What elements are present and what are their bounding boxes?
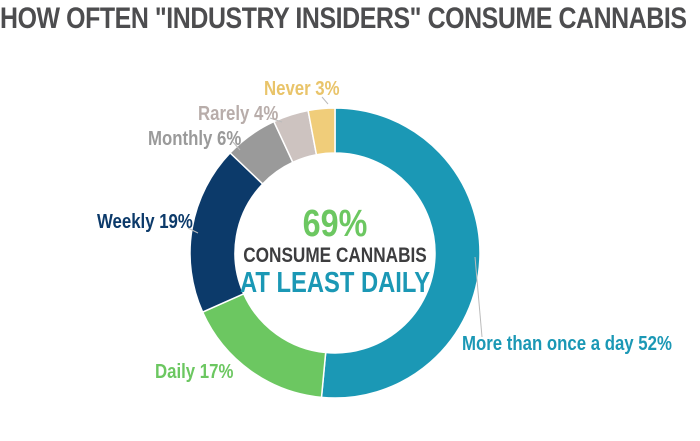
leader-line-never: [321, 96, 329, 105]
label-more-than-once-a-day: More than once a day 52%: [462, 332, 672, 355]
leader-line-rarely: [269, 117, 283, 123]
chart-title: HOW OFTEN "INDUSTRY INSIDERS" CONSUME CA…: [0, 2, 687, 35]
label-weekly: Weekly 19%: [97, 210, 193, 233]
center-line-2: AT LEAST DAILY: [240, 266, 430, 299]
leader-line-more-than-once-a-day: [474, 256, 483, 338]
center-percentage: 69%: [303, 203, 368, 245]
slice-labels: More than once a day 52% Daily 17% Weekly …: [97, 77, 672, 383]
leader-line-monthly: [232, 141, 241, 151]
leader-line-weekly: [187, 227, 199, 234]
label-rarely: Rarely 4%: [198, 102, 278, 125]
leader-lines: [187, 96, 483, 338]
label-monthly: Monthly 6%: [148, 127, 241, 150]
slice-never: [307, 107, 336, 156]
donut-slices: [189, 107, 481, 399]
slice-more-than-once-a-day: [320, 107, 481, 399]
label-never: Never 3%: [264, 77, 340, 100]
center-line-1: CONSUME CANNABIS: [243, 245, 427, 268]
label-daily: Daily 17%: [155, 360, 233, 383]
